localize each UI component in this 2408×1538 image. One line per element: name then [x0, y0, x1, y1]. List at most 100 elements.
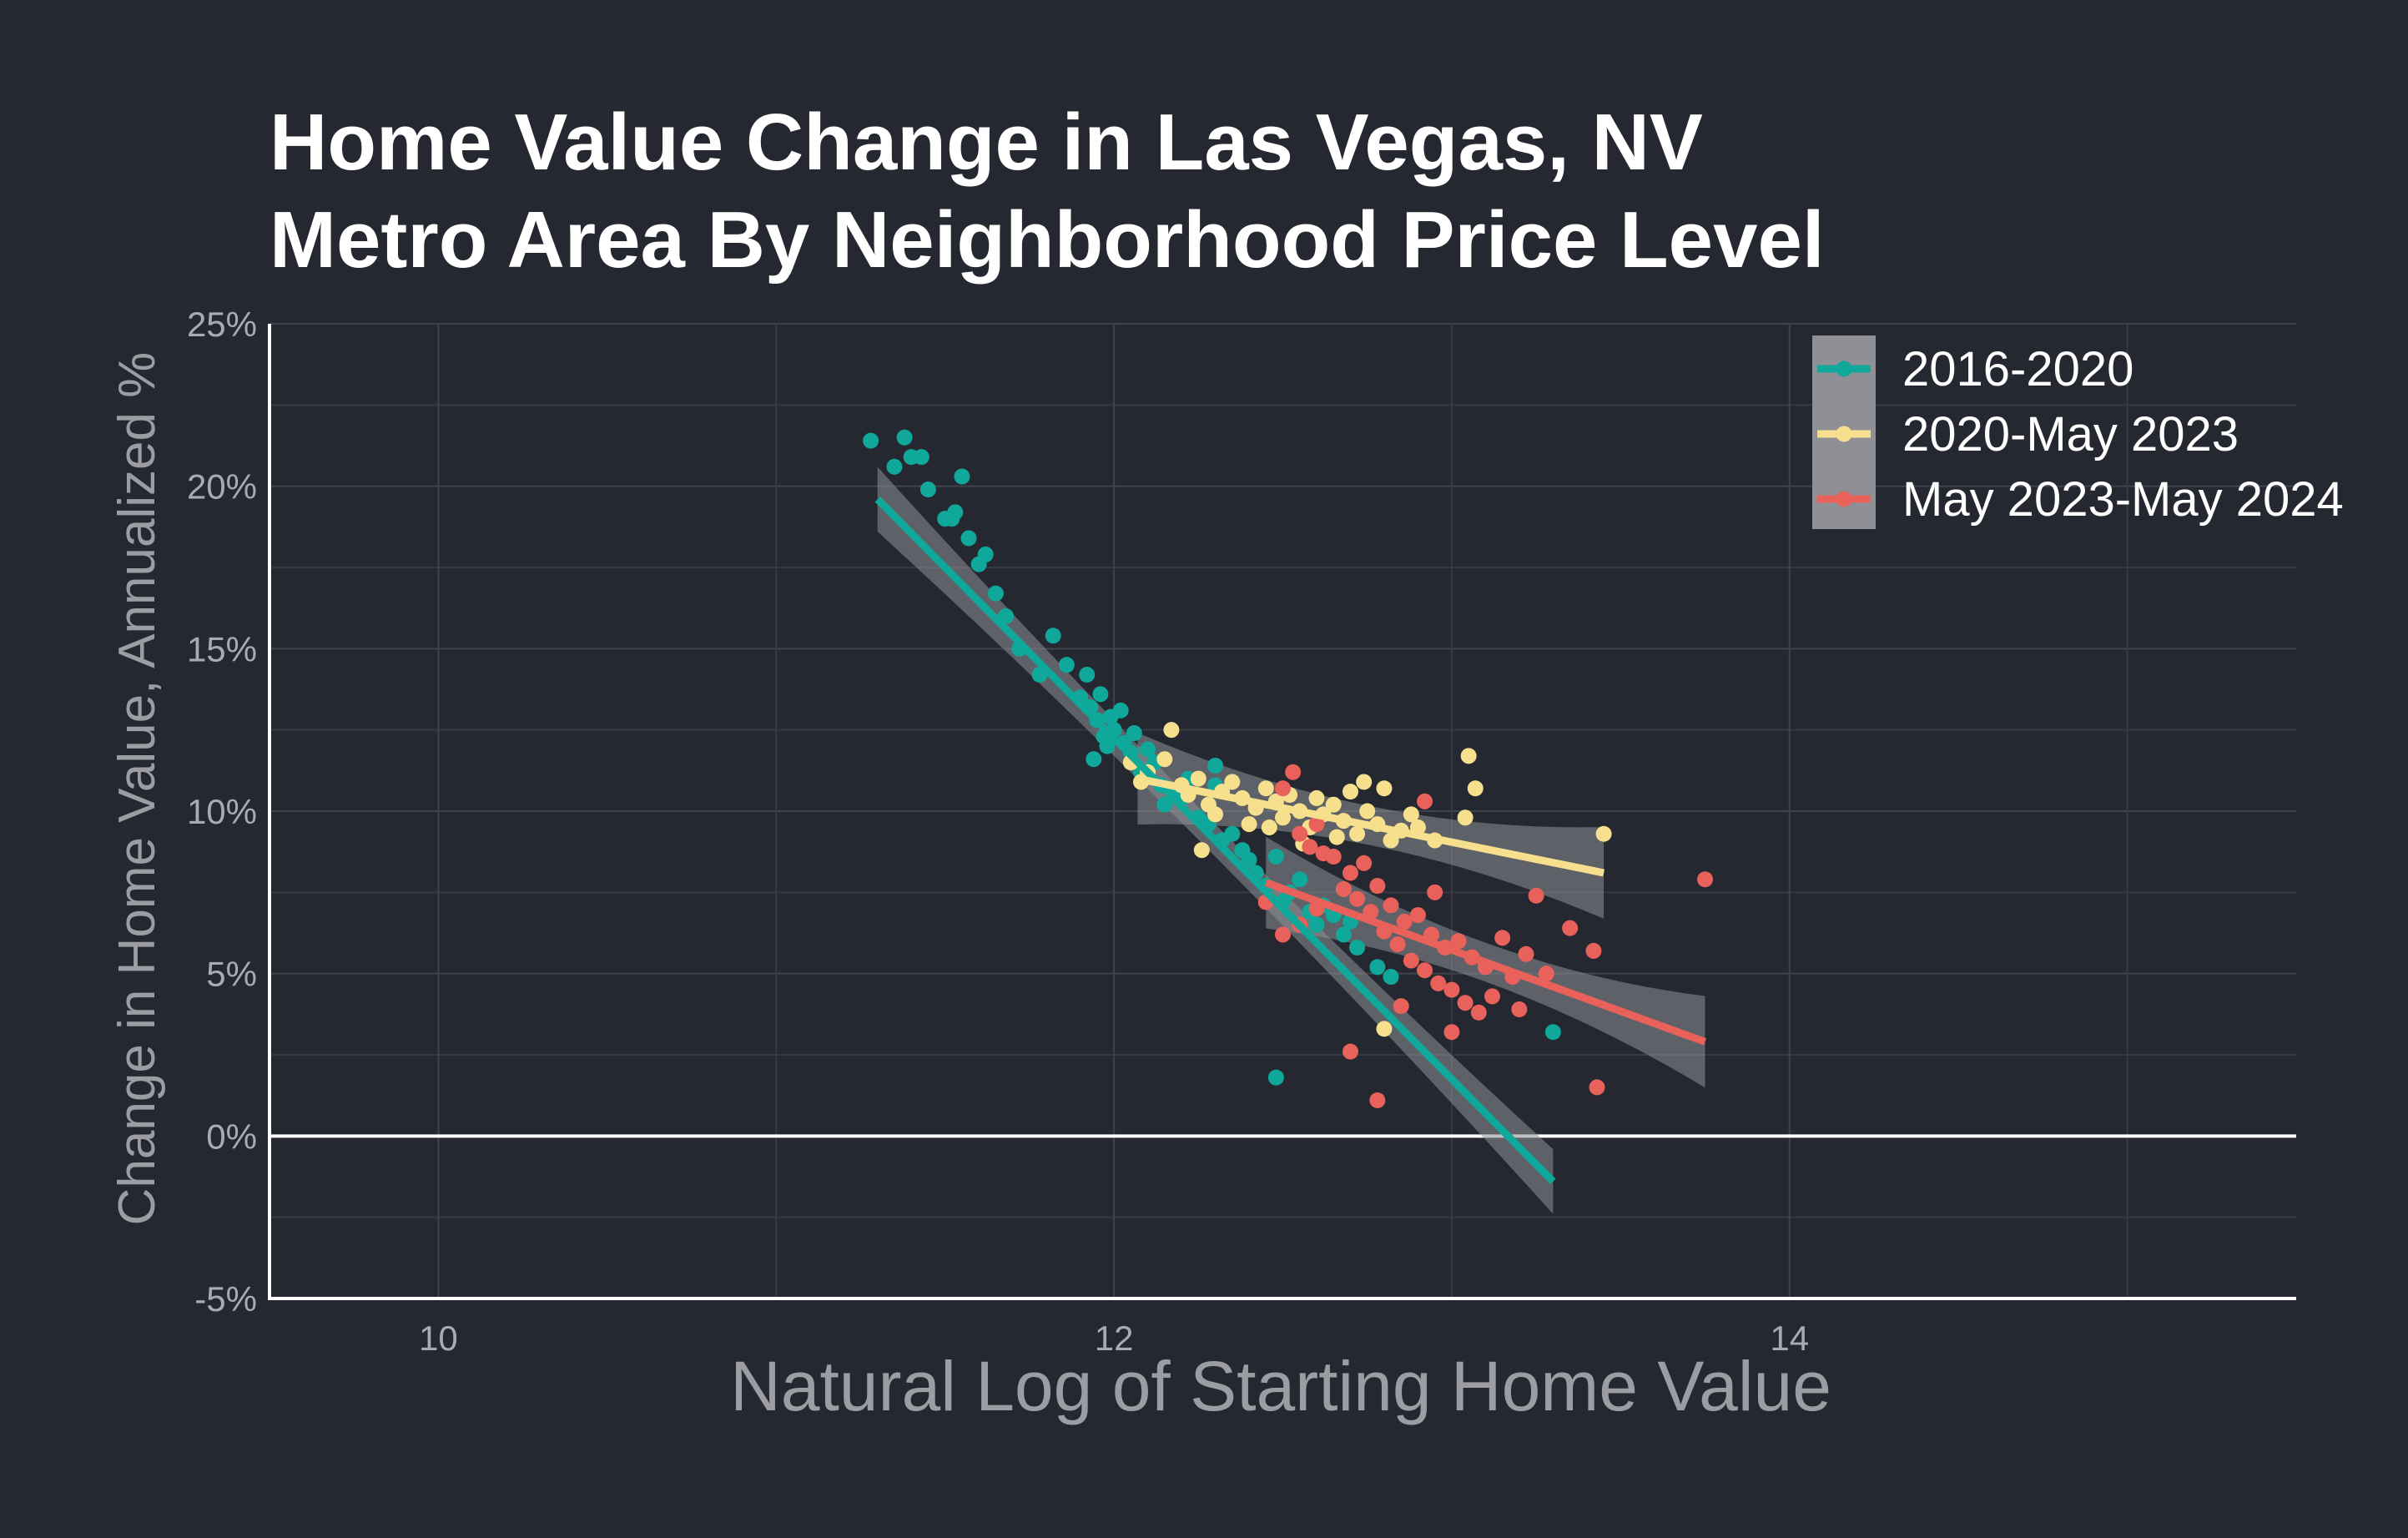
data-point: [1308, 789, 1325, 806]
data-point: [1224, 774, 1241, 790]
data-point: [1356, 774, 1373, 790]
legend-key-point: [1836, 361, 1852, 377]
y-tick-label: -5%: [194, 1279, 257, 1319]
data-point: [1285, 764, 1302, 780]
data-point: [1193, 842, 1210, 859]
data-point: [1190, 770, 1207, 787]
data-point: [1126, 725, 1142, 742]
data-point: [1595, 825, 1612, 842]
data-point: [919, 482, 936, 498]
data-point: [1349, 890, 1366, 907]
y-tick-label: 0%: [206, 1117, 257, 1156]
data-point: [1086, 751, 1102, 768]
data-point: [1342, 865, 1358, 881]
data-point: [1224, 825, 1241, 842]
x-tick-label: 12: [1095, 1319, 1134, 1358]
legend-label: May 2023-May 2024: [1902, 472, 2344, 527]
data-point: [1292, 825, 1308, 842]
data-point: [1241, 851, 1257, 868]
data-point: [1140, 741, 1156, 758]
x-tick-label: 10: [419, 1319, 458, 1358]
data-point: [1099, 738, 1116, 754]
data-point: [1467, 780, 1484, 797]
data-point: [1092, 686, 1109, 703]
chart-title-line-1: Home Value Change in Las Vegas, NV: [270, 98, 1703, 187]
chart-title-line-2: Metro Area By Neighborhood Price Level: [270, 195, 1825, 285]
data-point: [1403, 806, 1419, 823]
data-point: [1369, 1092, 1386, 1109]
legend-key-point: [1836, 491, 1852, 507]
data-point: [1470, 1004, 1487, 1021]
data-point: [1308, 816, 1325, 833]
data-point: [1267, 1069, 1284, 1086]
data-point: [1156, 796, 1173, 813]
data-point: [1275, 926, 1291, 943]
data-point: [1163, 722, 1180, 739]
data-point: [1292, 871, 1308, 888]
data-point: [1417, 793, 1433, 809]
data-point: [1058, 657, 1075, 673]
data-point: [1494, 930, 1511, 946]
data-point: [1369, 959, 1386, 976]
data-point: [1275, 809, 1291, 826]
data-point: [1589, 1079, 1605, 1096]
data-point: [1511, 1001, 1528, 1017]
data-point: [1356, 855, 1373, 871]
data-point: [977, 546, 994, 562]
y-tick-label: 15%: [187, 629, 257, 668]
data-point: [1335, 880, 1352, 897]
data-point: [1325, 796, 1342, 813]
data-point: [1457, 809, 1474, 826]
legend-label: 2020-May 2023: [1902, 407, 2239, 461]
data-point: [1376, 1021, 1393, 1037]
data-point: [1342, 784, 1358, 800]
data-point: [1443, 981, 1460, 998]
data-point: [987, 585, 1004, 602]
data-point: [1538, 966, 1554, 982]
data-point: [1308, 916, 1325, 933]
data-point: [1457, 995, 1474, 1011]
legend-key-point: [1836, 426, 1852, 442]
data-point: [1518, 945, 1534, 962]
data-point: [1389, 936, 1406, 953]
data-point: [1112, 702, 1129, 719]
data-point: [1349, 825, 1366, 842]
x-tick-label: 14: [1770, 1319, 1809, 1358]
data-point: [954, 468, 970, 485]
data-point: [1417, 962, 1433, 979]
data-point: [1396, 913, 1413, 930]
data-point: [886, 458, 903, 475]
y-tick-label: 10%: [187, 792, 257, 831]
data-point: [947, 504, 964, 521]
data-point: [1369, 878, 1386, 895]
y-tick-label: 25%: [187, 305, 257, 344]
data-point: [863, 432, 879, 449]
data-point: [896, 429, 913, 446]
data-point: [1241, 816, 1257, 833]
data-point: [1325, 849, 1342, 865]
data-point: [1335, 926, 1352, 943]
data-point: [1302, 839, 1318, 855]
data-point: [913, 449, 929, 466]
data-point: [1460, 748, 1477, 764]
data-point: [1393, 998, 1409, 1015]
data-point: [1430, 975, 1447, 991]
tick-labels: -5% 0% 5% 10% 15% 20% 25% 10 12 14: [187, 305, 1809, 1358]
data-point: [1383, 969, 1399, 986]
data-point: [1409, 907, 1426, 924]
data-point: [1079, 666, 1096, 683]
data-point: [1045, 628, 1061, 644]
data-point: [1359, 803, 1376, 819]
y-axis-label: Change in Home Value, Annualized %: [108, 352, 166, 1226]
data-point: [1376, 780, 1393, 797]
data-point: [1261, 819, 1277, 835]
data-point: [1528, 887, 1544, 904]
data-point: [1585, 942, 1602, 959]
trend-line: [1264, 879, 1707, 1046]
data-point: [1207, 806, 1224, 823]
axes: [268, 324, 2296, 1300]
legend: 2016-2020 2020-May 2023 May 2023-May 2024: [1812, 335, 2344, 529]
data-point: [1383, 832, 1399, 849]
data-point: [1156, 751, 1173, 768]
data-point: [1383, 897, 1399, 914]
